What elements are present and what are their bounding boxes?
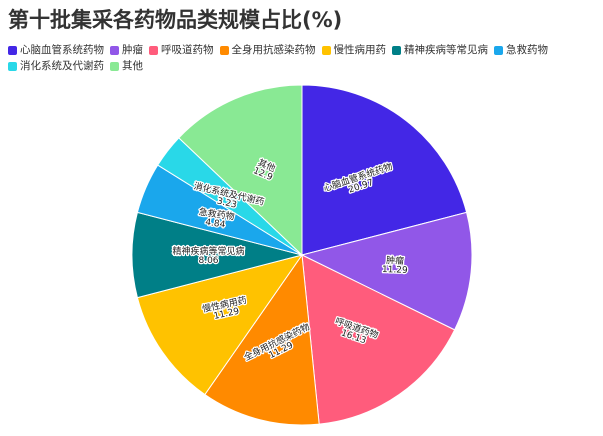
slice-label-value: 11.29 — [382, 265, 408, 276]
slice-label-value: 8.06 — [198, 256, 218, 266]
